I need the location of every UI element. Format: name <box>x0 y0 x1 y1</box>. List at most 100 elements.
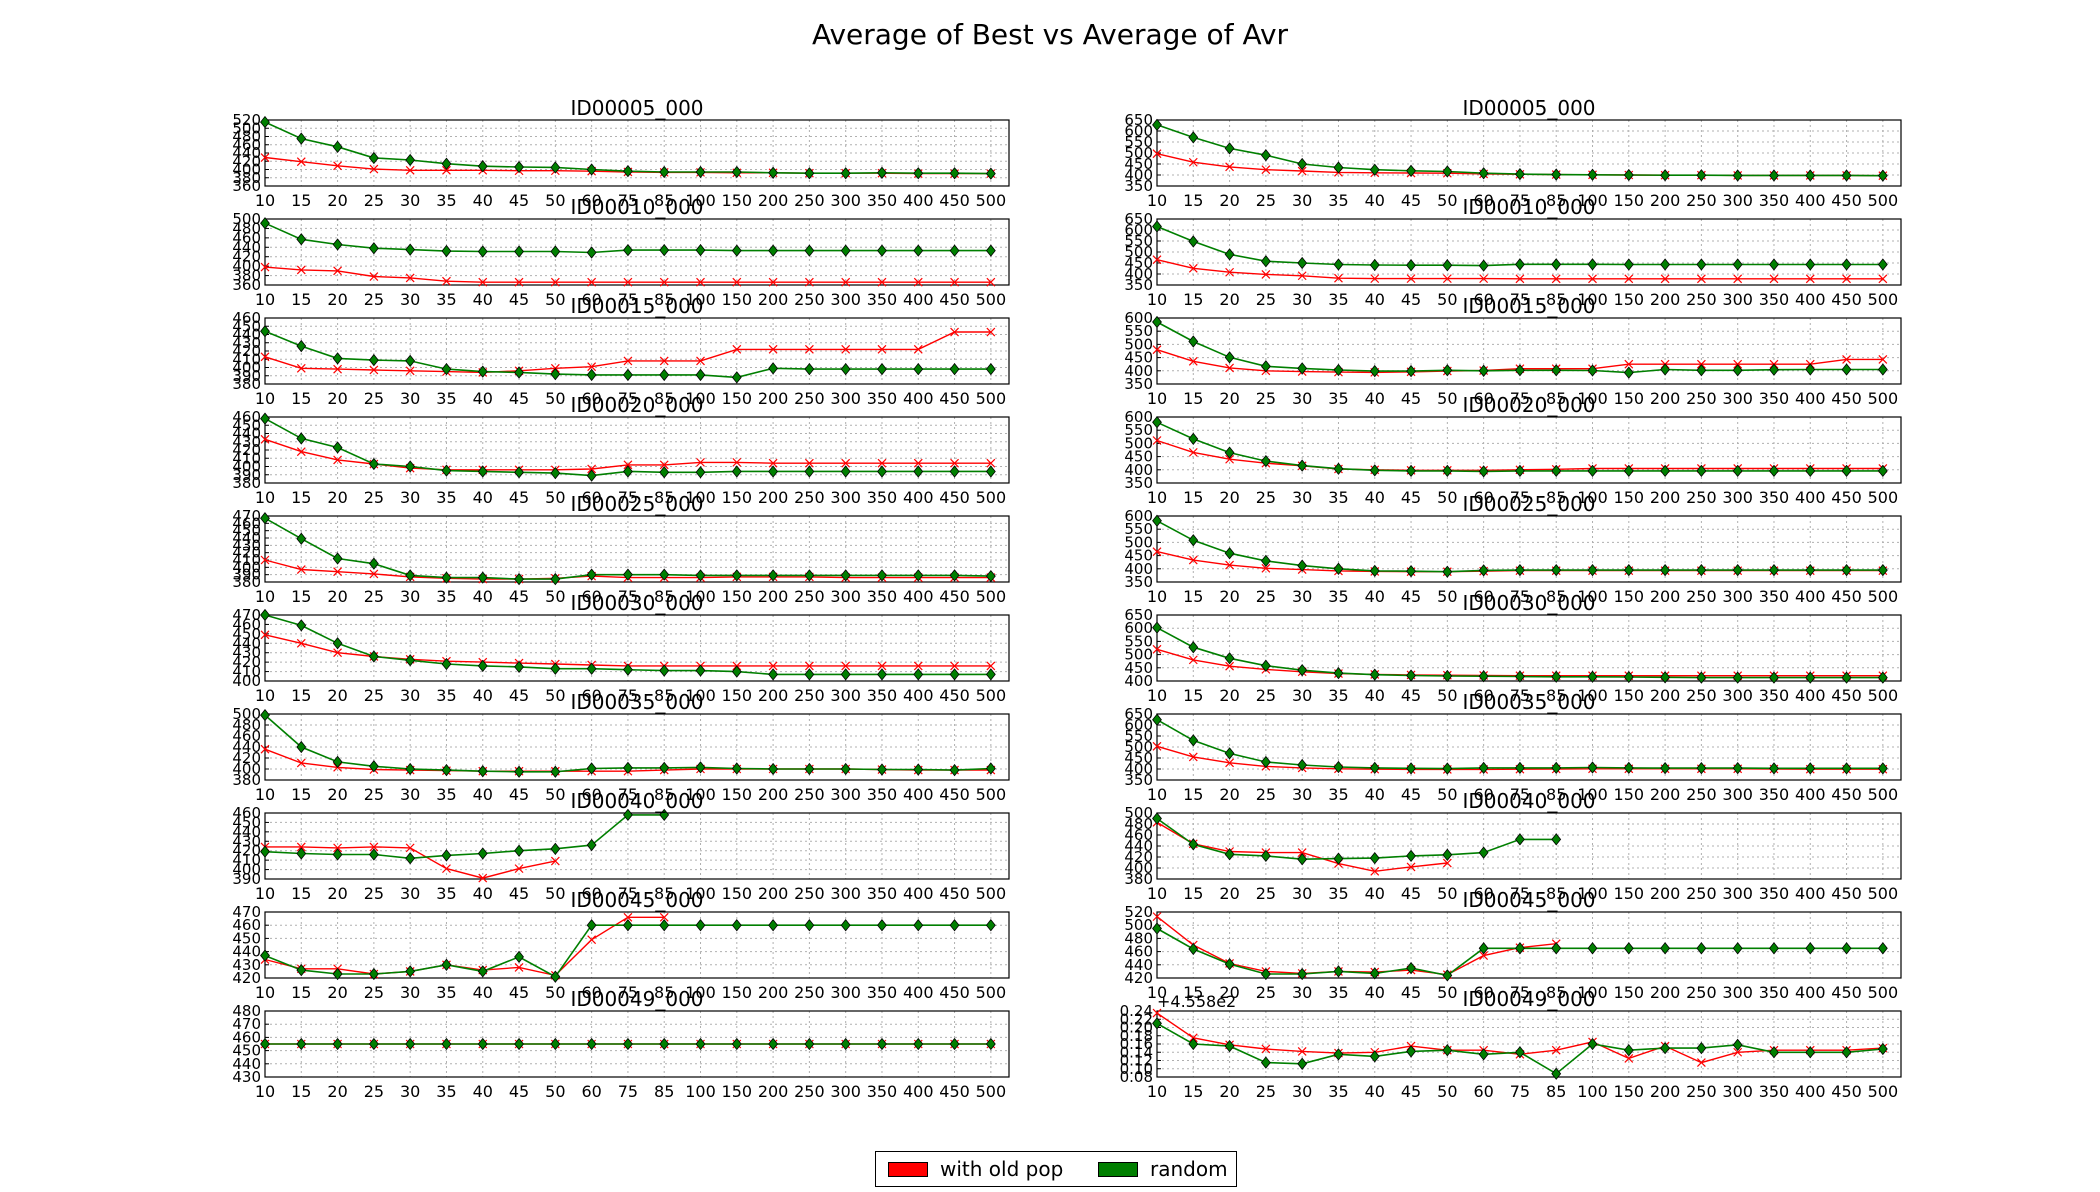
marker-random <box>405 852 416 865</box>
y-tick-label: 450 <box>232 317 261 335</box>
x-tick-label: 300 <box>1722 785 1753 804</box>
marker-random <box>731 1037 742 1051</box>
x-tick-label: 35 <box>436 983 456 1002</box>
y-tick-label: 420 <box>232 749 261 767</box>
x-tick-label: 200 <box>758 389 789 408</box>
marker-random <box>768 919 779 932</box>
marker-random <box>1297 758 1308 772</box>
marker-random <box>913 167 924 180</box>
marker-random <box>514 245 524 258</box>
y-tick-label: 390 <box>232 367 261 385</box>
plot-frame <box>264 614 1010 682</box>
x-tick-label: 500 <box>1868 785 1899 804</box>
x-tick-label: 30 <box>400 983 420 1002</box>
marker-with-old-pop <box>623 460 633 470</box>
marker-random <box>1297 967 1308 981</box>
x-tick-label: 400 <box>1795 488 1826 507</box>
marker-random <box>1805 671 1816 684</box>
marker-with-old-pop <box>1334 273 1343 283</box>
x-tick-label: 25 <box>364 389 384 408</box>
marker-random <box>840 1037 851 1051</box>
x-tick-label: 15 <box>1183 488 1203 507</box>
y-tick-label: 0.24 <box>1120 1002 1153 1020</box>
marker-random <box>260 949 270 962</box>
marker-random <box>1841 258 1852 271</box>
marker-random <box>1224 652 1235 665</box>
x-tick-label: 45 <box>509 686 529 705</box>
marker-random <box>1478 259 1489 272</box>
marker-random <box>768 762 779 776</box>
marker-random <box>405 569 416 582</box>
marker-random <box>623 368 633 382</box>
x-tick-label: 40 <box>1365 389 1385 408</box>
x-tick-label: 15 <box>291 686 311 705</box>
x-tick-label: 25 <box>1256 686 1276 705</box>
y-tick-label: 500 <box>1124 804 1153 822</box>
x-tick-label: 50 <box>1437 1082 1457 1101</box>
y-tick-label: 550 <box>1124 232 1153 250</box>
y-tick-label: 450 <box>1124 749 1153 767</box>
marker-random <box>985 919 996 932</box>
x-tick-label: 350 <box>1759 389 1790 408</box>
marker-with-old-pop <box>1152 436 1162 445</box>
marker-random <box>1515 833 1525 846</box>
marker-random <box>477 160 488 173</box>
y-tick-label: 450 <box>1124 349 1153 367</box>
marker-with-old-pop <box>369 272 379 281</box>
x-tick-label: 200 <box>1650 191 1681 210</box>
subplot-title: ID00040_000 <box>570 789 703 813</box>
x-tick-label: 200 <box>1650 290 1681 309</box>
marker-random <box>1442 762 1453 775</box>
marker-with-old-pop <box>804 661 814 671</box>
marker-random <box>332 637 343 650</box>
x-tick-label: 250 <box>1686 389 1717 408</box>
x-tick-label: 150 <box>722 686 753 705</box>
y-tick-label: 430 <box>232 536 261 554</box>
x-tick-label: 15 <box>1183 686 1203 705</box>
x-tick-label: 350 <box>867 983 898 1002</box>
marker-random <box>840 919 851 932</box>
x-tick-label: 400 <box>1795 1082 1826 1101</box>
x-tick-label: 10 <box>1147 389 1167 408</box>
marker-random <box>514 466 524 479</box>
marker-random <box>296 432 307 445</box>
y-tick-label: 440 <box>232 1055 261 1073</box>
x-tick-label: 60 <box>1473 389 1493 408</box>
x-tick-label: 500 <box>976 488 1007 507</box>
marker-random <box>1224 248 1235 261</box>
x-tick-label: 200 <box>1650 1082 1681 1101</box>
marker-with-old-pop <box>1660 274 1670 284</box>
x-tick-label: 25 <box>1256 785 1276 804</box>
marker-random <box>1841 563 1852 577</box>
y-tick-label: 400 <box>1124 760 1153 778</box>
y-tick-label: 0.18 <box>1120 1027 1153 1045</box>
marker-random <box>1369 163 1380 176</box>
marker-random <box>1660 563 1671 577</box>
x-tick-label: 250 <box>1686 488 1717 507</box>
series-line-with-old-pop <box>1156 916 1557 976</box>
marker-with-old-pop <box>768 458 778 468</box>
marker-with-old-pop <box>768 661 778 671</box>
x-tick-label: 400 <box>1795 884 1826 903</box>
y-tick-label: 600 <box>1124 122 1153 140</box>
marker-random <box>913 569 924 582</box>
marker-random <box>368 650 379 663</box>
marker-random <box>1406 565 1416 578</box>
x-tick-label: 75 <box>1510 983 1530 1002</box>
x-tick-label: 40 <box>1365 587 1385 606</box>
x-tick-label: 30 <box>1292 1082 1312 1101</box>
x-tick-label: 500 <box>1868 191 1899 210</box>
y-tick-label: 600 <box>1124 408 1153 426</box>
x-tick-label: 450 <box>1831 587 1862 606</box>
marker-with-old-pop <box>1406 862 1416 872</box>
marker-random <box>659 243 670 257</box>
marker-with-old-pop <box>768 344 778 354</box>
marker-random <box>1623 761 1634 775</box>
y-tick-label: 450 <box>232 929 261 947</box>
marker-random <box>441 363 452 376</box>
